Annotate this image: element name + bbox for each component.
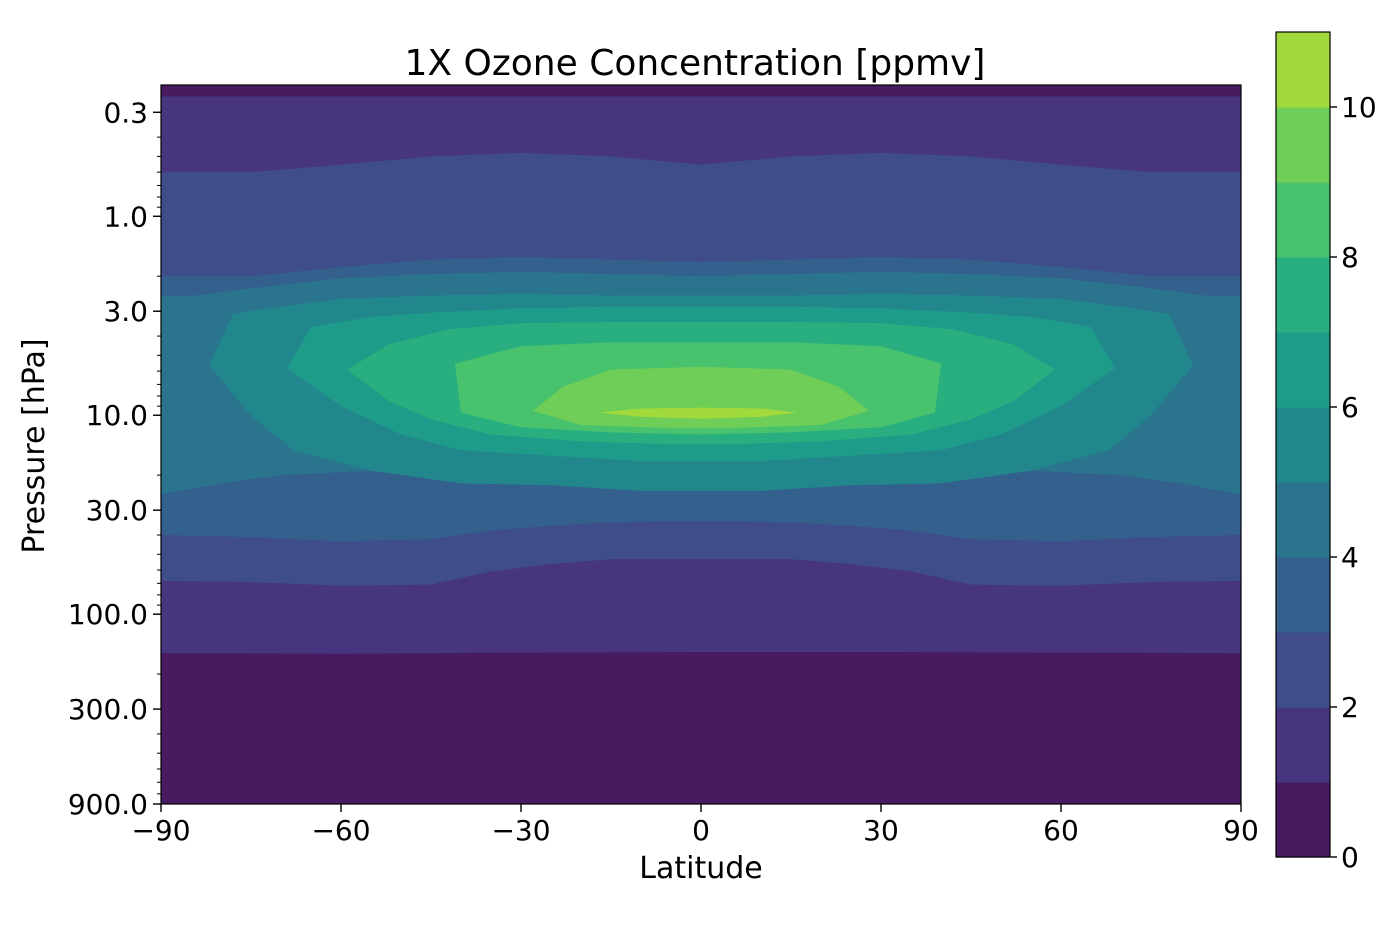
colorbar-band-level-1 (1276, 707, 1330, 783)
x-tick-label: 90 (1223, 814, 1259, 847)
colorbar-band-level-4 (1276, 482, 1330, 558)
x-tick-label: −30 (491, 814, 550, 847)
x-axis-label: Latitude (639, 851, 762, 886)
y-tick-label: 3.0 (103, 295, 148, 328)
colorbar-band-level-0 (1276, 782, 1330, 858)
colorbar-tick-label: 4 (1341, 541, 1359, 574)
colorbar-band-level-8 (1276, 182, 1330, 258)
colorbar: 0 2 4 6 8 10 (1275, 31, 1377, 874)
colorbar-band-level-7 (1276, 257, 1330, 333)
colorbar-tick-label: 6 (1341, 391, 1359, 424)
colorbar-band-level-6 (1276, 332, 1330, 408)
x-tick-label: 0 (692, 814, 710, 847)
colorbar-band-level-5 (1276, 407, 1330, 483)
y-tick-label: 100.0 (68, 598, 148, 631)
contour-layer (161, 96, 1241, 654)
colorbar-frame (1275, 31, 1331, 858)
y-tick-label: 900.0 (68, 788, 148, 821)
colorbar-tick-label: 8 (1341, 241, 1359, 274)
x-axis: −90 −60 −30 0 30 60 90 (131, 804, 1259, 847)
y-tick-label: 1.0 (103, 200, 148, 233)
y-tick-label: 0.3 (103, 96, 148, 129)
y-tick-label: 30.0 (86, 494, 148, 527)
colorbar-band-level-2 (1276, 632, 1330, 708)
plot-area (161, 85, 1241, 804)
x-tick-label: 30 (863, 814, 899, 847)
colorbar-tick-label: 0 (1341, 841, 1359, 874)
x-tick-label: −90 (131, 814, 190, 847)
colorbar-band-level-9 (1276, 107, 1330, 183)
colorbar-tick-label: 10 (1341, 91, 1377, 124)
x-tick-label: −60 (311, 814, 370, 847)
colorbar-tick-label: 2 (1341, 691, 1359, 724)
y-axis-label: Pressure [hPa] (17, 338, 52, 553)
colorbar-band-level-10 (1276, 32, 1330, 108)
chart-title: 1X Ozone Concentration [ppmv] (405, 43, 986, 84)
contour-band-level-10 (599, 407, 797, 419)
y-tick-label: 300.0 (68, 693, 148, 726)
y-tick-label: 10.0 (86, 399, 148, 432)
colorbar-band-level-3 (1276, 557, 1330, 633)
x-tick-label: 60 (1043, 814, 1079, 847)
y-axis: 0.3 1.0 3.0 10.0 30.0 100.0 300.0 900.0 (68, 96, 161, 821)
